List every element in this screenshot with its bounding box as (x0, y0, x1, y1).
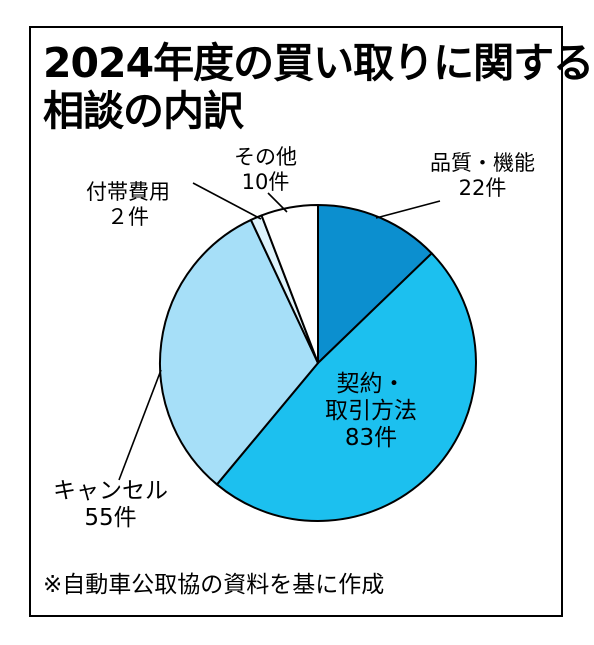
leader-lines (118, 182, 441, 481)
chart-title-line-2: 相談の内訳 (43, 87, 244, 135)
pie-slices (159, 204, 477, 522)
slice-label-other-count: 10件 (241, 170, 290, 194)
slice-label-quality: 品質・機能 22件 (430, 151, 535, 201)
slice-label-fees: 付帯費用 ２件 (86, 180, 170, 230)
slice-label-fees-name: 付帯費用 (86, 180, 170, 204)
slice-label-contract-line1: 契約・ (336, 371, 406, 397)
slice-label-contract-count: 83件 (344, 425, 398, 451)
chart-title-line-1: 2024年度の買い取りに関する (43, 39, 594, 87)
slice-label-contract-line2: 取引方法 (325, 398, 417, 424)
pie-slice-contract (215, 252, 477, 522)
slice-label-contract: 契約・ 取引方法 83件 (325, 371, 417, 452)
slice-label-cancel: キャンセル 55件 (53, 478, 168, 532)
leader-line-fees (192, 182, 262, 220)
leader-line-cancel (118, 369, 162, 481)
slice-label-other: その他 10件 (234, 145, 297, 195)
slice-label-fees-count: ２件 (107, 205, 149, 229)
pie-slice-cancel (159, 218, 319, 486)
slice-label-quality-count: 22件 (458, 176, 507, 200)
slice-label-cancel-name: キャンセル (53, 478, 168, 504)
source-note: ※自動車公取協の資料を基に作成 (43, 572, 385, 598)
leader-line-other (267, 192, 288, 213)
slice-label-quality-name: 品質・機能 (430, 151, 535, 175)
leader-line-quality (375, 200, 441, 219)
slice-label-cancel-count: 55件 (84, 505, 137, 531)
pie-slice-other (260, 204, 319, 364)
slice-label-other-name: その他 (234, 145, 297, 169)
